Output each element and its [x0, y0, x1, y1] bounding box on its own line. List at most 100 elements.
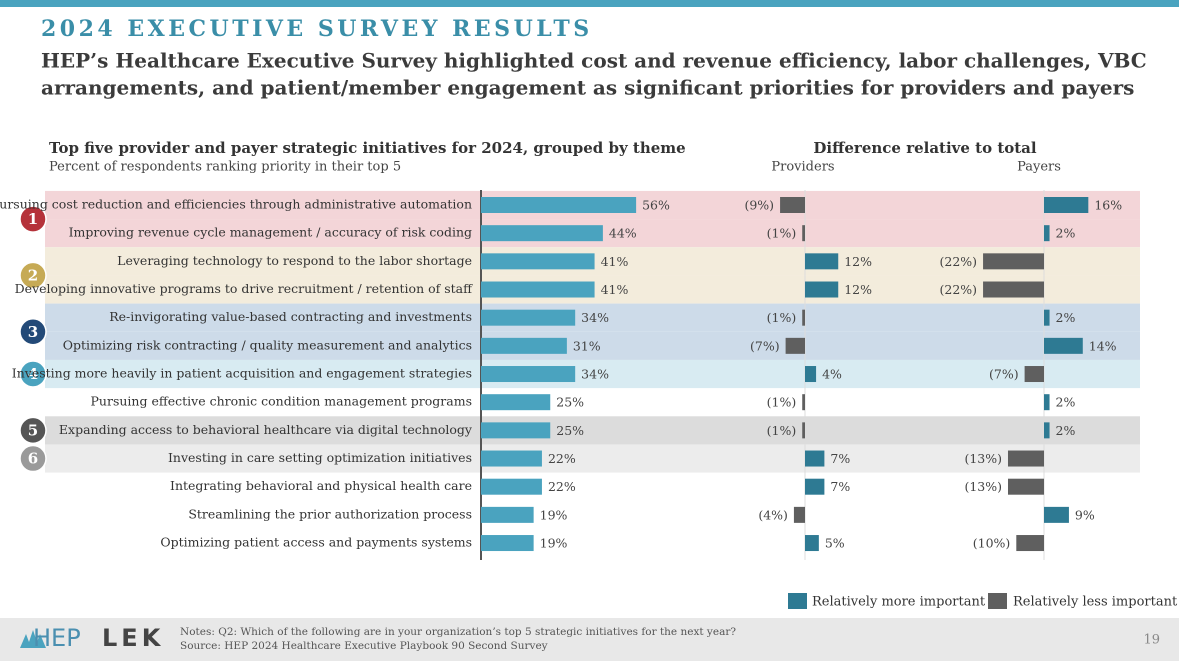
value-label: 19%	[540, 536, 568, 551]
difference-bar	[1044, 422, 1050, 439]
value-label: 19%	[540, 507, 568, 522]
category-label: Investing in care setting optimization i…	[168, 450, 472, 465]
hep-logo: HEP	[33, 624, 81, 652]
top-bar	[0, 0, 1179, 7]
legend-swatch	[788, 593, 807, 609]
bar	[481, 450, 542, 467]
theme-badge	[19, 360, 47, 388]
difference-bar	[805, 450, 825, 467]
difference-bar	[1024, 366, 1044, 383]
difference-bar	[785, 337, 805, 354]
difference-label: 2%	[1056, 423, 1076, 438]
series-header: Providers	[771, 160, 834, 175]
theme-band	[45, 331, 1140, 360]
notes: Notes: Q2: Which of the following are in…	[180, 626, 736, 638]
difference-label: 14%	[1089, 338, 1117, 353]
bar	[481, 337, 567, 354]
theme-number: 1	[28, 210, 38, 228]
difference-label: (13%)	[964, 479, 1002, 494]
bar	[481, 535, 534, 552]
value-label: 41%	[601, 254, 629, 269]
difference-label: 5%	[825, 536, 845, 551]
bar	[481, 225, 603, 242]
difference-bar	[805, 366, 817, 383]
category-label: Pursuing cost reduction and efficiencies…	[0, 197, 472, 212]
difference-label: (1%)	[767, 395, 797, 410]
bar	[481, 506, 534, 523]
difference-label: (13%)	[964, 451, 1002, 466]
difference-label: 9%	[1075, 507, 1095, 522]
difference-bar	[802, 309, 805, 326]
legend-label: Relatively less important	[1013, 595, 1178, 610]
theme-band	[45, 416, 1140, 445]
difference-label: 16%	[1094, 198, 1122, 213]
bar	[481, 394, 551, 411]
footer-band	[0, 618, 1179, 661]
difference-label: (1%)	[767, 226, 797, 241]
difference-bar	[802, 422, 805, 439]
subtitle: arrangements, and patient/member engagem…	[41, 76, 1134, 100]
category-label: Developing innovative programs to drive …	[15, 281, 473, 296]
bar	[481, 478, 542, 495]
theme-band	[45, 444, 1140, 473]
value-label: 22%	[548, 479, 576, 494]
chart-area: 1 2 3 4 5 6 Pursuing cost reduction and effici…	[0, 190, 1178, 610]
category-label: Integrating behavioral and physical heal…	[170, 478, 472, 493]
difference-bar	[1044, 225, 1050, 242]
difference-bar	[1007, 478, 1044, 495]
difference-bar	[1044, 337, 1083, 354]
category-label: Pursuing effective chronic condition man…	[91, 394, 472, 409]
theme-number: 4	[28, 365, 38, 383]
category-label: Re-invigorating value-based contracting …	[109, 309, 472, 324]
difference-label: (1%)	[767, 423, 797, 438]
difference-bar	[805, 253, 839, 270]
bar	[481, 366, 576, 383]
value-label: 34%	[581, 310, 609, 325]
difference-label: 2%	[1056, 226, 1076, 241]
theme-badge	[19, 205, 47, 233]
theme-number: 3	[28, 323, 38, 341]
category-label: Streamlining the prior authorization pro…	[188, 506, 472, 521]
difference-label: (4%)	[758, 507, 788, 522]
legend-label: Relatively more important	[812, 595, 986, 610]
series-header: Payers	[1017, 160, 1061, 175]
difference-bar	[1044, 394, 1050, 411]
bar	[481, 253, 595, 270]
subtitle: HEP’s Healthcare Executive Survey highli…	[41, 49, 1147, 73]
theme-badge	[19, 261, 47, 290]
bar	[481, 197, 637, 213]
bar	[481, 281, 595, 298]
lek-logo: LEK	[102, 624, 164, 652]
difference-label: 4%	[822, 367, 842, 382]
difference-bar	[805, 478, 825, 495]
theme-badge	[19, 416, 47, 445]
title: 2024 EXECUTIVE SURVEY RESULTS	[41, 16, 593, 42]
difference-bar	[802, 225, 805, 242]
category-label: Expanding access to behavioral healthcar…	[59, 422, 473, 437]
difference-bar	[1044, 506, 1069, 523]
value-label: 31%	[573, 338, 601, 353]
difference-bar	[1016, 535, 1044, 552]
difference-bar	[805, 535, 819, 552]
difference-label: 7%	[830, 451, 850, 466]
difference-bar	[983, 281, 1044, 298]
value-label: 34%	[581, 367, 609, 382]
bar	[481, 309, 576, 326]
value-label: 44%	[609, 226, 637, 241]
difference-label: (22%)	[940, 282, 978, 297]
theme-badge	[19, 444, 47, 473]
category-label: Investing more heavily in patient acquis…	[12, 366, 472, 381]
category-label: Leveraging technology to respond to the …	[117, 253, 472, 268]
difference-label: 12%	[844, 282, 872, 297]
theme-number: 2	[28, 266, 38, 284]
difference-label: (1%)	[767, 310, 797, 325]
value-label: 22%	[548, 451, 576, 466]
difference-label: 2%	[1056, 395, 1076, 410]
difference-label: 2%	[1056, 310, 1076, 325]
difference-label: (22%)	[940, 254, 978, 269]
difference-bar	[793, 506, 805, 523]
category-label: Optimizing risk contracting / quality me…	[63, 337, 472, 352]
difference-bar	[983, 253, 1044, 270]
